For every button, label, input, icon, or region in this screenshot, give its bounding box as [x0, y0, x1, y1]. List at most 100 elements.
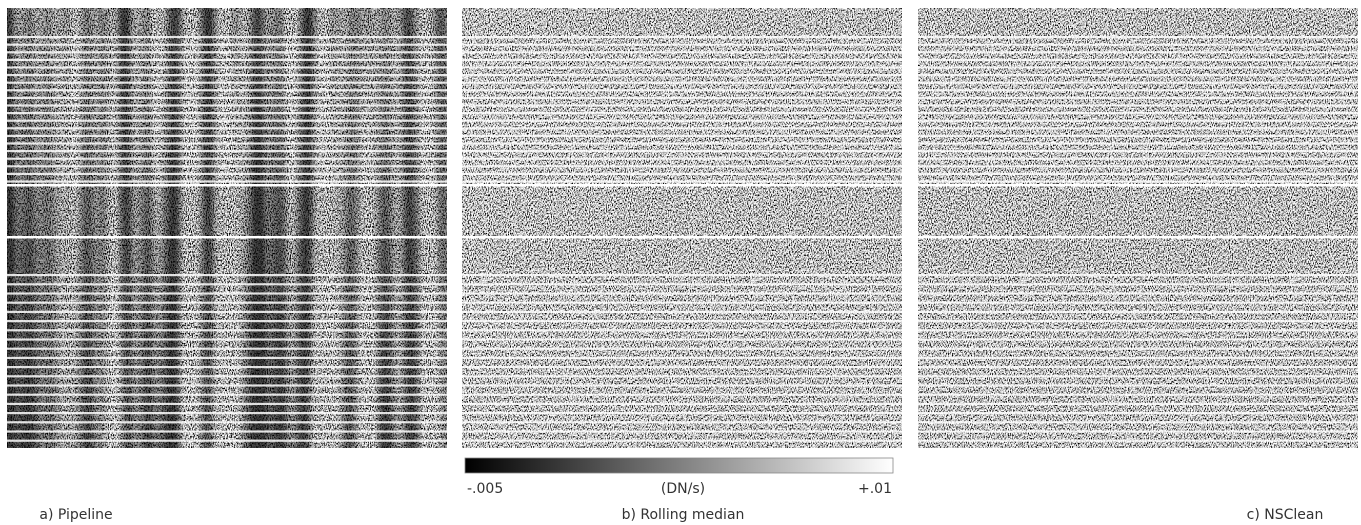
- trace-stripe: [918, 112, 1358, 115]
- trace-stripe: [462, 421, 902, 424]
- trace-stripe: [918, 384, 1358, 387]
- trace-stripe: [7, 172, 447, 175]
- trace-stripe: [7, 36, 447, 39]
- trace-stripe: [918, 157, 1358, 160]
- colorbar-min-label: -.005: [467, 481, 503, 497]
- trace-stripe: [462, 430, 902, 433]
- trace-stripe: [918, 66, 1358, 69]
- trace-stripe: [918, 421, 1358, 424]
- trace-stripe: [918, 127, 1358, 130]
- trace-stripe: [462, 119, 902, 122]
- panel-caption: a) Pipeline: [39, 507, 112, 523]
- trace-stripe: [918, 43, 1358, 46]
- trace-stripe: [918, 347, 1358, 350]
- trace-stripe: [462, 384, 902, 387]
- trace-stripe: [7, 430, 447, 433]
- trace-stripe: [462, 412, 902, 415]
- trace-stripe: [7, 89, 447, 92]
- trace-stripe: [918, 172, 1358, 175]
- trace-stripe: [7, 310, 447, 313]
- trace-stripe: [462, 439, 902, 442]
- noise-image: [462, 8, 902, 448]
- colorbar-max-label: +.01: [858, 481, 892, 497]
- trace-stripe: [7, 384, 447, 387]
- trace-stripe: [462, 402, 902, 405]
- trace-stripe: [462, 96, 902, 99]
- trace-stripe: [462, 150, 902, 153]
- trace-stripe: [918, 134, 1358, 137]
- trace-stripe: [7, 366, 447, 369]
- trace-stripe: [918, 74, 1358, 77]
- trace-stripe: [918, 412, 1358, 415]
- trace-stripe: [462, 236, 902, 239]
- trace-stripe: [918, 96, 1358, 99]
- colorbar-unit: (DN/s): [661, 481, 705, 497]
- trace-stripe: [7, 43, 447, 46]
- trace-stripe: [918, 375, 1358, 378]
- trace-stripe: [7, 338, 447, 341]
- trace-stripe: [918, 236, 1358, 239]
- trace-stripe: [7, 119, 447, 122]
- trace-stripe: [7, 127, 447, 130]
- trace-stripe: [7, 134, 447, 137]
- trace-stripe: [462, 292, 902, 295]
- trace-stripe: [462, 172, 902, 175]
- trace-stripe: [918, 165, 1358, 168]
- image-noise: [918, 8, 1358, 448]
- trace-stripe: [462, 134, 902, 137]
- trace-stripe: [918, 81, 1358, 84]
- trace-stripe: [918, 180, 1358, 183]
- trace-stripe: [462, 320, 902, 323]
- trace-stripe: [462, 180, 902, 183]
- trace-stripe: [7, 142, 447, 145]
- trace-stripe: [7, 375, 447, 378]
- trace-stripe: [462, 274, 902, 277]
- trace-stripe: [918, 439, 1358, 442]
- trace-stripe: [918, 292, 1358, 295]
- panel-caption: b) Rolling median: [622, 507, 745, 523]
- trace-stripe: [918, 430, 1358, 433]
- trace-stripe: [462, 301, 902, 304]
- trace-stripe: [462, 338, 902, 341]
- noise-image: [7, 8, 447, 448]
- trace-stripe: [7, 412, 447, 415]
- trace-stripe: [918, 301, 1358, 304]
- trace-stripe: [918, 320, 1358, 323]
- trace-stripe: [462, 356, 902, 359]
- trace-stripe: [462, 127, 902, 130]
- trace-stripe: [462, 104, 902, 107]
- trace-stripe: [462, 310, 902, 313]
- trace-stripe: [462, 81, 902, 84]
- trace-stripe: [462, 347, 902, 350]
- trace-stripe: [7, 439, 447, 442]
- column-banding: [7, 8, 447, 448]
- trace-stripe: [7, 104, 447, 107]
- trace-stripe: [7, 301, 447, 304]
- trace-stripe: [7, 356, 447, 359]
- trace-stripe: [7, 96, 447, 99]
- trace-stripe: [918, 310, 1358, 313]
- trace-stripe: [462, 58, 902, 61]
- trace-stripe: [7, 112, 447, 115]
- trace-stripe: [462, 165, 902, 168]
- trace-stripe: [918, 150, 1358, 153]
- trace-stripe: [462, 74, 902, 77]
- trace-stripe: [462, 329, 902, 332]
- trace-stripe: [7, 393, 447, 396]
- trace-stripe: [7, 165, 447, 168]
- trace-stripe: [7, 292, 447, 295]
- trace-stripe: [918, 184, 1358, 187]
- trace-stripe: [462, 142, 902, 145]
- colorbar: [464, 457, 894, 474]
- trace-stripe: [7, 150, 447, 153]
- trace-stripe: [918, 51, 1358, 54]
- trace-stripe: [462, 157, 902, 160]
- trace-stripe: [462, 283, 902, 286]
- trace-stripe: [7, 66, 447, 69]
- trace-stripe: [462, 43, 902, 46]
- trace-stripe: [462, 375, 902, 378]
- trace-stripe: [7, 157, 447, 160]
- trace-stripe: [918, 329, 1358, 332]
